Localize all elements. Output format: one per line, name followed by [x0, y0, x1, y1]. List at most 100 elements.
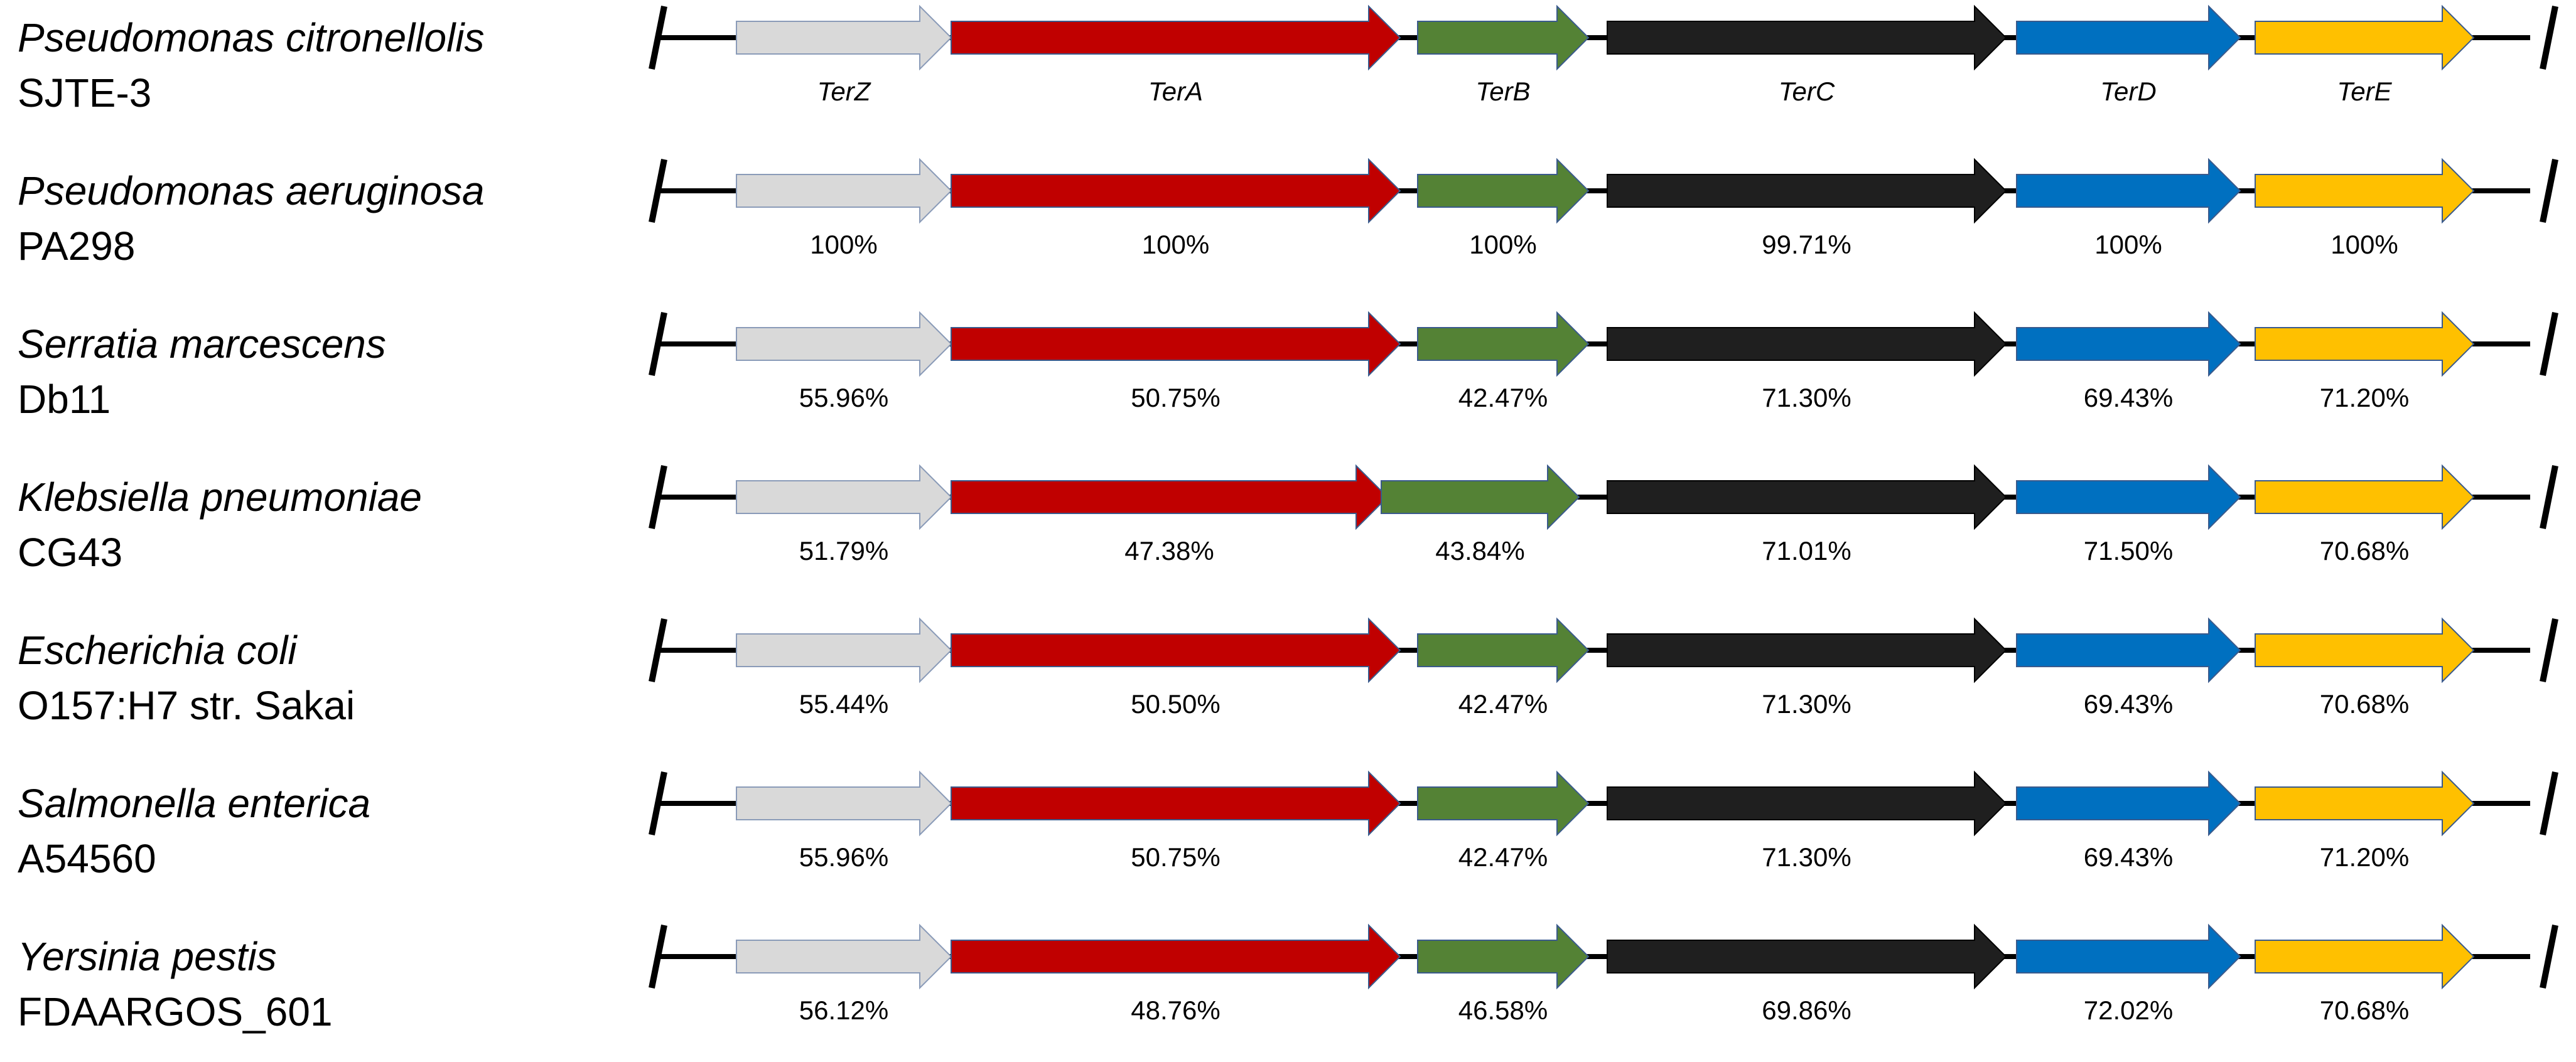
- gene-arrow-tera: [951, 617, 1401, 684]
- right-end-cap: [2540, 465, 2558, 529]
- gene-arrow-terd: [2016, 311, 2241, 377]
- identity-percent-label: 47.38%: [1124, 536, 1214, 566]
- row-escherichia-coli: Escherichia coli O157:H7 str. Sakai 55.44%…: [18, 617, 2558, 728]
- strain-label: FDAARGOS_601: [18, 989, 333, 1034]
- gene-arrow-terb: [1417, 923, 1590, 990]
- gene-arrow-terz: [736, 311, 952, 377]
- gene-arrow-terc: [1607, 158, 2007, 224]
- gene-arrow-terb: [1417, 311, 1590, 377]
- gene-arrow-tera: [951, 770, 1401, 837]
- gene-arrow-terz: [736, 158, 952, 224]
- row-pseudomonas-citronellolis: Pseudomonas citronellolis SJTE-3 TerZ TerA T…: [18, 4, 2558, 115]
- strain-label: PA298: [18, 223, 135, 269]
- strain-label: O157:H7 str. Sakai: [18, 683, 355, 728]
- left-end-cap: [649, 312, 667, 376]
- species-label: Klebsiella pneumoniae: [18, 475, 422, 520]
- identity-percent-label: 43.84%: [1435, 536, 1524, 566]
- identity-percent-label: 69.86%: [1762, 995, 1851, 1025]
- gene-arrow-tere: [2255, 617, 2475, 684]
- gene-arrow-terc: [1607, 4, 2007, 71]
- gene-arrow-terd: [2016, 770, 2241, 837]
- gene-arrow-terc: [1607, 770, 2007, 837]
- identity-percent-label: 55.96%: [799, 383, 888, 412]
- identity-percent-label: 42.47%: [1458, 383, 1548, 412]
- gene-arrow-tera: [951, 311, 1401, 377]
- strain-label: Db11: [18, 377, 110, 422]
- identity-percent-label: 71.30%: [1762, 842, 1851, 872]
- gene-arrow-tere: [2255, 923, 2475, 990]
- gene-arrow-terb: [1417, 617, 1590, 684]
- identity-percent-label: 70.68%: [2320, 995, 2409, 1025]
- identity-percent-label: 50.75%: [1131, 383, 1220, 412]
- left-end-cap: [649, 771, 667, 835]
- gene-arrow-tere: [2255, 770, 2475, 837]
- gene-arrow-terc: [1607, 617, 2007, 684]
- identity-percent-label: 69.43%: [2084, 383, 2173, 412]
- gene-arrow-terd: [2016, 617, 2241, 684]
- row-klebsiella-pneumoniae: Klebsiella pneumoniae CG43 51.79% 47.38% 43.…: [18, 464, 2558, 575]
- gene-arrow-tere: [2255, 4, 2475, 71]
- gene-name-label: TerE: [2337, 77, 2392, 106]
- identity-percent-label: 72.02%: [2084, 995, 2173, 1025]
- left-end-cap: [649, 925, 667, 989]
- species-label: Serratia marcescens: [18, 321, 386, 367]
- identity-percent-label: 42.47%: [1458, 689, 1548, 719]
- gene-arrow-tera: [951, 923, 1401, 990]
- left-end-cap: [649, 6, 667, 70]
- species-label: Salmonella enterica: [18, 781, 370, 826]
- identity-percent-label: 50.75%: [1131, 842, 1220, 872]
- gene-arrow-terc: [1607, 464, 2007, 530]
- right-end-cap: [2540, 159, 2558, 223]
- strain-label: SJTE-3: [18, 70, 151, 115]
- gene-arrow-tere: [2255, 158, 2475, 224]
- identity-percent-label: 48.76%: [1131, 995, 1220, 1025]
- identity-percent-label: 71.30%: [1762, 689, 1851, 719]
- right-end-cap: [2540, 6, 2558, 70]
- species-label: Yersinia pestis: [18, 934, 277, 979]
- species-label: Escherichia coli: [18, 628, 298, 673]
- strain-label: A54560: [18, 836, 156, 881]
- row-salmonella-enterica: Salmonella enterica A54560 55.96% 50.75% 42.…: [18, 770, 2558, 881]
- gene-arrow-tera: [951, 4, 1401, 71]
- gene-arrow-terc: [1607, 923, 2007, 990]
- gene-name-label: TerC: [1779, 77, 1835, 106]
- identity-percent-label: 100%: [2094, 230, 2162, 259]
- identity-percent-label: 71.20%: [2320, 842, 2409, 872]
- gene-name-label: TerD: [2100, 77, 2156, 106]
- identity-percent-label: 100%: [2331, 230, 2398, 259]
- gene-arrow-terb: [1417, 4, 1590, 71]
- gene-arrow-terz: [736, 4, 952, 71]
- identity-percent-label: 71.01%: [1762, 536, 1851, 566]
- gene-arrow-tere: [2255, 464, 2475, 530]
- gene-arrow-terz: [736, 770, 952, 837]
- gene-arrow-terb: [1417, 158, 1590, 224]
- identity-percent-label: 55.44%: [799, 689, 888, 719]
- gene-arrow-terd: [2016, 923, 2241, 990]
- identity-percent-label: 51.79%: [799, 536, 888, 566]
- gene-arrow-terc: [1607, 311, 2007, 377]
- gene-name-label: TerB: [1475, 77, 1530, 106]
- row-serratia-marcescens: Serratia marcescens Db11 55.96% 50.75% 42.47…: [18, 311, 2558, 422]
- identity-percent-label: 56.12%: [799, 995, 888, 1025]
- identity-percent-label: 100%: [1142, 230, 1209, 259]
- gene-arrow-terb: [1417, 770, 1590, 837]
- left-end-cap: [649, 465, 667, 529]
- gene-arrow-terz: [736, 617, 952, 684]
- gene-arrow-tera: [951, 464, 1389, 530]
- gene-arrow-tera: [951, 158, 1401, 224]
- gene-arrow-terb: [1381, 464, 1580, 530]
- identity-percent-label: 46.58%: [1458, 995, 1548, 1025]
- identity-percent-label: 50.50%: [1131, 689, 1220, 719]
- identity-percent-label: 71.20%: [2320, 383, 2409, 412]
- row-yersinia-pestis: Yersinia pestis FDAARGOS_601 56.12% 48.76% 4…: [18, 923, 2558, 1034]
- gene-arrow-terd: [2016, 464, 2241, 530]
- gene-arrow-terz: [736, 923, 952, 990]
- right-end-cap: [2540, 771, 2558, 835]
- identity-percent-label: 42.47%: [1458, 842, 1548, 872]
- identity-percent-label: 100%: [810, 230, 877, 259]
- left-end-cap: [649, 618, 667, 682]
- right-end-cap: [2540, 312, 2558, 376]
- identity-percent-label: 69.43%: [2084, 842, 2173, 872]
